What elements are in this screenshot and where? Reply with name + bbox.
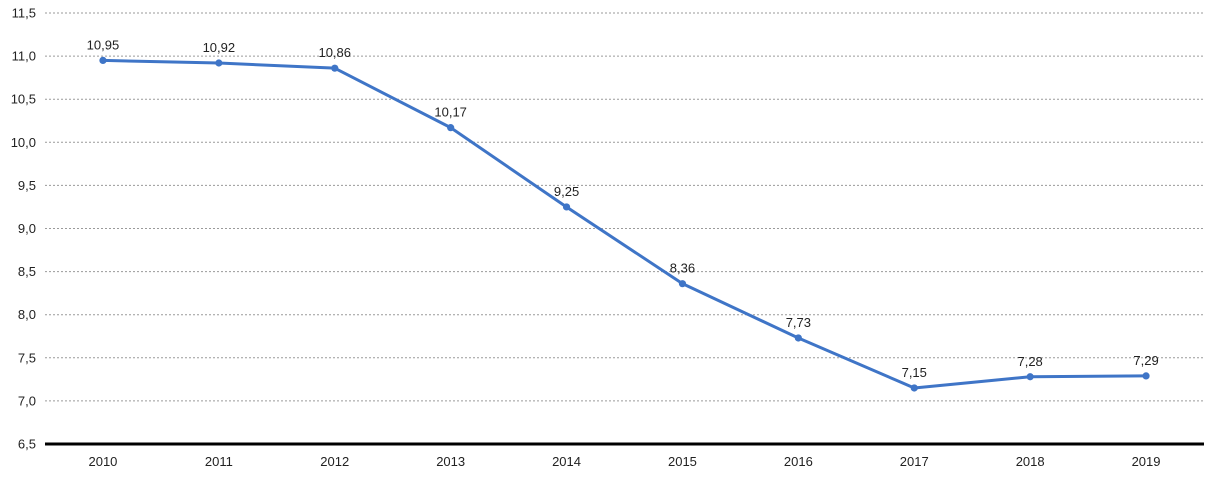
data-point [1142,372,1150,380]
x-tick-label: 2018 [1016,454,1045,469]
data-label: 10,95 [87,37,120,52]
y-tick-label: 10,0 [11,135,36,150]
y-tick-label: 7,0 [18,393,36,408]
x-tick-label: 2014 [552,454,581,469]
data-label: 7,29 [1133,353,1158,368]
y-tick-label: 6,5 [18,437,36,452]
data-point [794,334,802,342]
data-labels: 10,95 10,92 10,86 10,17 9,25 8,36 7,73 7,15 7,28… [87,37,1159,380]
x-tick-label: 2011 [205,454,233,469]
data-label: 7,15 [902,365,927,380]
gridlines [45,12,1204,402]
data-point [215,59,223,67]
x-axis-ticks: 2010 2011 2012 2013 2014 2015 2016 2017 2018 2019 [88,454,1160,469]
y-tick-label: 7,5 [18,350,36,365]
x-tick-label: 2015 [668,454,697,469]
x-tick-label: 2013 [436,454,465,469]
data-label: 9,25 [554,184,579,199]
y-tick-label: 8,0 [18,307,36,322]
data-point [331,64,339,72]
y-axis-ticks: 6,5 7,0 7,5 8,0 8,5 9,0 9,5 10,0 10,5 11,0 11,5 [11,6,36,452]
y-tick-label: 10,5 [11,92,36,107]
data-label: 8,36 [670,261,695,276]
data-label: 10,92 [203,40,236,55]
data-point [1026,373,1034,381]
data-point [99,56,107,65]
y-tick-label: 11,5 [12,6,36,21]
data-label: 10,86 [318,45,351,60]
data-label: 7,73 [786,315,811,330]
data-point [678,280,687,288]
x-tick-label: 2010 [88,454,117,469]
data-label: 7,28 [1017,354,1042,369]
data-point [447,124,455,132]
y-tick-label: 9,5 [18,178,36,193]
x-tick-label: 2017 [900,454,929,469]
series [99,56,1150,392]
y-tick-label: 9,0 [18,221,36,236]
x-tick-label: 2019 [1132,454,1161,469]
data-label: 10,17 [434,105,467,120]
y-tick-label: 11,0 [12,49,36,64]
data-point [910,384,918,392]
y-tick-label: 8,5 [18,264,36,279]
x-tick-label: 2016 [784,454,813,469]
x-tick-label: 2012 [320,454,349,469]
data-point [562,203,571,211]
series-line [101,58,1148,390]
